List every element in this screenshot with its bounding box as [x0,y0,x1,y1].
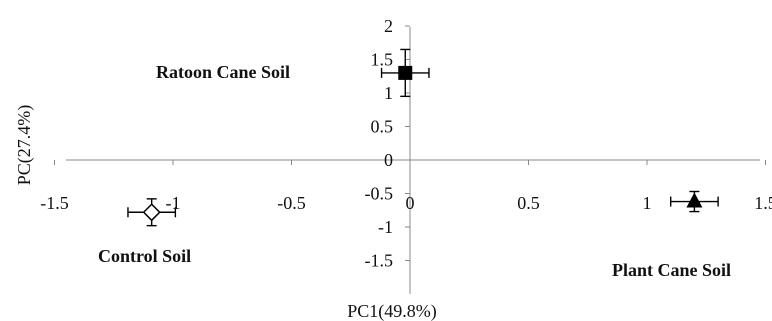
point-label: Plant Cane Soil [612,260,731,280]
x-axis-title: PC1(49.8%) [347,301,437,321]
x-tick-label: 1.5 [754,193,772,213]
point-label: Ratoon Cane Soil [156,62,290,82]
y-axis-title: PC(27.4%) [14,105,35,186]
data-point: Control Soil [98,198,191,266]
y-tick-label: 0.5 [371,117,394,137]
x-tick-label: 1 [643,193,652,213]
x-tick-label: -1 [166,193,181,213]
data-point: Plant Cane Soil [612,190,731,280]
y-tick-label: -0.5 [365,184,394,204]
y-tick-label: -1 [378,217,393,237]
y-tick-label: 2 [384,16,393,36]
x-tick-label: 0.5 [517,193,540,213]
square-marker [398,65,413,80]
point-label: Control Soil [98,246,191,266]
x-tick-label: -1.5 [40,193,69,213]
y-tick-label: -1.5 [365,251,394,271]
y-tick-label: 1.5 [371,50,394,70]
x-tick-label: -0.5 [277,193,306,213]
tick-labels: -1.5 -1 -0.5 0 0.5 1 1.5 -1.5 -1 -0.5 0 0.5 1 1.5 2 [40,16,772,271]
data-point: Ratoon Cane Soil [156,48,430,98]
diamond-marker [142,203,161,222]
y-tick-label: 1 [384,83,393,103]
x-tick-label: 0 [406,193,415,213]
data-points: Ratoon Cane Soil Control Soil Plant Cane S… [98,48,731,280]
triangle-marker [686,192,703,208]
y-tick-label: 0 [384,150,393,170]
